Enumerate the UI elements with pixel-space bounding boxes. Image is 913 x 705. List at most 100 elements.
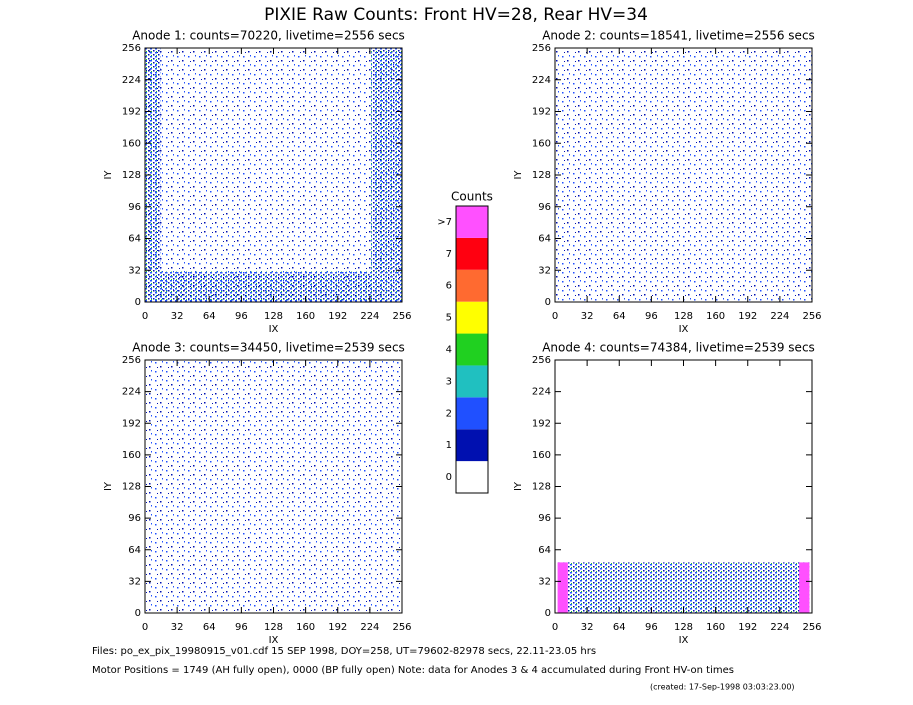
panel: Anode 1: counts=70220, livetime=2556 sec…: [103, 29, 412, 336]
y-tick-label: 0: [135, 297, 141, 308]
y-tick-label: 0: [545, 297, 551, 308]
x-tick-label: 64: [613, 311, 626, 322]
panel: Anode 2: counts=18541, livetime=2556 sec…: [513, 29, 822, 336]
y-tick-label: 32: [128, 576, 141, 587]
y-tick-label: 0: [545, 608, 551, 619]
y-tick-label: 192: [122, 418, 141, 429]
y-tick-label: 128: [122, 170, 141, 181]
x-tick-label: 64: [203, 622, 216, 633]
x-tick-label: 224: [770, 622, 789, 633]
footer-created: (created: 17-Sep-1998 03:03:23.00): [650, 683, 795, 692]
colorbar-swatch: [456, 397, 488, 430]
x-tick-label: 64: [203, 311, 216, 322]
y-tick-label: 128: [532, 170, 551, 181]
y-tick-label: 64: [538, 545, 551, 556]
y-tick-label: 96: [128, 513, 141, 524]
y-tick-label: 96: [538, 202, 551, 213]
panel: Anode 3: counts=34450, livetime=2539 sec…: [103, 341, 412, 647]
y-tick-label: 256: [532, 43, 551, 54]
y-tick-label: 0: [135, 608, 141, 619]
colorbar-label: 7: [446, 249, 452, 260]
colorbar-swatch: [456, 269, 488, 302]
count-texture: [555, 48, 812, 302]
x-tick-label: 32: [581, 311, 594, 322]
y-axis-label: IY: [513, 481, 524, 491]
colorbar-label: 2: [446, 408, 452, 419]
footer-motor: Motor Positions = 1749 (AH fully open), …: [92, 665, 734, 676]
colorbar-swatch: [456, 461, 488, 493]
x-axis-label: IX: [269, 324, 279, 335]
count-texture: [145, 48, 402, 302]
y-tick-label: 256: [122, 43, 141, 54]
colorbar-label: 5: [446, 313, 452, 324]
y-tick-label: 32: [128, 265, 141, 276]
x-axis-label: IX: [269, 635, 279, 646]
x-tick-label: 160: [296, 311, 315, 322]
y-tick-label: 160: [532, 450, 551, 461]
x-tick-label: 192: [738, 622, 757, 633]
colorbar-label: 0: [446, 472, 452, 483]
y-axis-label: IY: [513, 170, 524, 180]
x-tick-label: 256: [392, 622, 411, 633]
x-tick-label: 128: [674, 311, 693, 322]
x-tick-label: 0: [552, 622, 558, 633]
panel-title: Anode 2: counts=18541, livetime=2556 sec…: [542, 29, 815, 43]
x-tick-label: 192: [738, 311, 757, 322]
y-tick-label: 128: [532, 482, 551, 493]
count-texture: [557, 562, 568, 613]
x-tick-label: 256: [802, 311, 821, 322]
x-tick-label: 224: [360, 622, 379, 633]
y-tick-label: 160: [122, 450, 141, 461]
x-tick-label: 32: [171, 311, 184, 322]
y-tick-label: 256: [532, 355, 551, 366]
panel-title: Anode 4: counts=74384, livetime=2539 sec…: [542, 341, 815, 355]
colorbar-swatch: [456, 206, 488, 238]
y-tick-label: 96: [538, 513, 551, 524]
y-axis-label: IY: [103, 170, 114, 180]
y-tick-label: 256: [122, 355, 141, 366]
colorbar-label: 4: [446, 345, 452, 356]
x-tick-label: 0: [142, 311, 148, 322]
y-tick-label: 160: [532, 138, 551, 149]
y-tick-label: 224: [122, 75, 141, 86]
x-tick-label: 160: [296, 622, 315, 633]
x-tick-label: 32: [581, 622, 594, 633]
x-tick-label: 96: [645, 311, 658, 322]
colorbar-swatch: [456, 301, 488, 334]
x-tick-label: 96: [235, 311, 248, 322]
x-tick-label: 96: [645, 622, 658, 633]
y-tick-label: 64: [128, 234, 141, 245]
count-texture: [557, 562, 810, 613]
x-tick-label: 32: [171, 622, 184, 633]
y-tick-label: 192: [532, 107, 551, 118]
colorbar-swatch: [456, 333, 488, 366]
y-tick-label: 224: [532, 387, 551, 398]
x-tick-label: 192: [328, 622, 347, 633]
y-tick-label: 128: [122, 482, 141, 493]
colorbar-label: >7: [437, 217, 452, 228]
y-axis-label: IY: [103, 481, 114, 491]
x-tick-label: 128: [264, 311, 283, 322]
colorbar-label: 3: [446, 376, 452, 387]
x-tick-label: 256: [392, 311, 411, 322]
colorbar-swatch: [456, 237, 488, 270]
x-tick-label: 224: [770, 311, 789, 322]
x-tick-label: 160: [706, 311, 725, 322]
colorbar-title: Counts: [451, 190, 493, 204]
x-tick-label: 256: [802, 622, 821, 633]
y-tick-label: 160: [122, 138, 141, 149]
y-tick-label: 64: [538, 234, 551, 245]
x-tick-label: 128: [264, 622, 283, 633]
panel-title: Anode 3: counts=34450, livetime=2539 sec…: [132, 341, 405, 355]
count-texture: [799, 562, 810, 613]
x-tick-label: 192: [328, 311, 347, 322]
x-axis-label: IX: [679, 324, 689, 335]
y-tick-label: 64: [128, 545, 141, 556]
colorbar-frame: [455, 205, 489, 494]
footer-files: Files: po_ex_pix_19980915_v01.cdf 15 SEP…: [92, 646, 596, 657]
count-texture: [145, 360, 402, 613]
x-axis-label: IX: [679, 635, 689, 646]
panel: Anode 4: counts=74384, livetime=2539 sec…: [513, 341, 822, 647]
